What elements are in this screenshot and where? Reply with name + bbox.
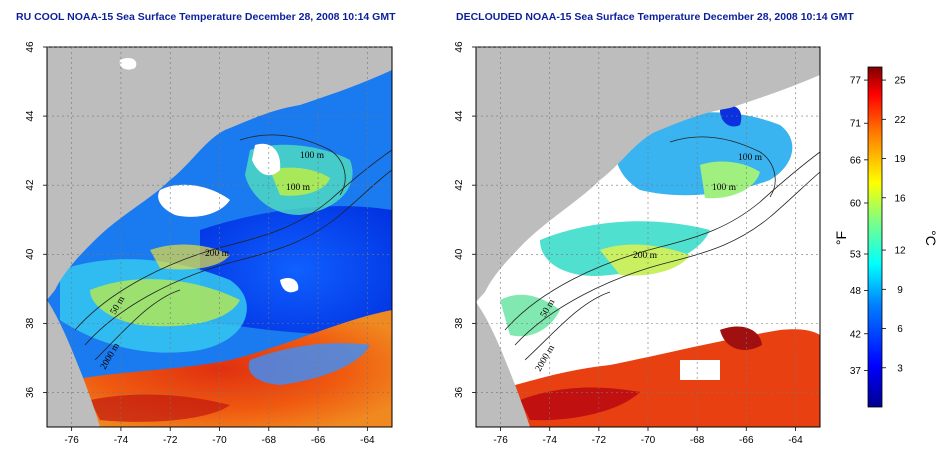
left-cloud-4 [280,278,299,293]
left-cloud-3 [119,57,137,70]
colorbar-c-tick-label: 12 [894,246,906,257]
right-xtick-label: -74 [542,435,557,446]
left-land-north [47,47,392,300]
left-xtick-label: -64 [360,435,375,446]
colorbar-c-tick-label: 25 [894,76,906,87]
right-xtick-label: -76 [493,435,508,446]
right-ytick-label: 42 [454,179,465,191]
grid-layer [47,46,820,427]
left-contour-label-100m-a: 100 m [300,151,325,161]
right-ytick-label: 36 [454,386,465,398]
left-cloud-2 [252,143,281,176]
colorbar-c-tick-label: 19 [894,154,906,165]
left-georges-bank-warm [270,167,330,196]
right-contour-100m [669,136,776,198]
right-contour-200m [504,151,820,331]
left-warm-core [90,394,230,422]
left-xtick-label: -76 [64,435,79,446]
colorbar-f-tick-label: 53 [850,250,862,261]
left-ytick-label: 44 [25,110,36,122]
right-shelf-yellow [600,244,690,276]
colorbar-f-tick-label: 66 [850,155,862,166]
left-gulf-stream-cool-band [200,206,392,335]
right-xtick-label: -66 [739,435,754,446]
right-ytick-label: 38 [454,317,465,329]
colorbar-f-tick-label: 37 [850,366,862,377]
left-land-south [47,300,100,427]
colorbar-ticks: 77 71 66 60 53 48 42 37 25 22 19 16 12 9 6 3 [850,76,906,377]
left-shelf-warm-patch [90,279,240,327]
colorbar [867,66,883,408]
right-xtick-label: -68 [690,435,705,446]
axis-layer: -76 -74 -72 -70 -68 -66 -64 36 38 40 42 44 46 -76 -74 -… [25,41,803,446]
right-ytick-label: 44 [454,110,465,122]
left-chart-title: RU COOL NOAA-15 Sea Surface Temperature … [16,11,396,23]
right-cold-patch [720,105,742,127]
right-ytick-label: 46 [454,41,465,53]
left-cloud-1 [158,184,230,217]
left-xtick-label: -72 [163,435,178,446]
left-cold-eddy [248,343,370,385]
right-ytick-label: 40 [454,248,465,260]
colorbar-f-tick-label: 48 [850,286,862,297]
colorbar-c-tick-label: 6 [897,324,903,335]
left-map [47,47,392,427]
left-contour-label-100m-b: 100 m [286,183,311,193]
right-georges-bank [700,161,760,199]
right-chart-title: DECLOUDED NOAA-15 Sea Surface Temperatur… [456,11,854,23]
colorbar-c-tick-label: 22 [894,115,906,126]
left-ytick-label: 40 [25,248,36,260]
left-xtick-label: -70 [212,435,227,446]
right-contour-label-200m: 200 m [633,251,658,261]
left-contour-100m [239,134,346,196]
right-contour-50m [524,291,611,361]
colorbar-f-tick-label: 60 [850,199,862,210]
colorbar-fahrenheit-label: °F [833,231,849,245]
left-xtick-label: -66 [311,435,326,446]
right-land-south [476,302,530,427]
colorbar-f-tick-label: 77 [850,76,862,87]
right-xtick-label: -70 [641,435,656,446]
colorbar-celsius-label: °C [923,230,939,246]
colorbar-c-tick-label: 9 [897,285,903,296]
left-contour-2000m [84,169,392,346]
right-contour-label-100m-b: 100 m [712,183,737,193]
right-warm-eddy [720,326,762,350]
right-xtick-label: -64 [788,435,803,446]
right-gap-1 [680,360,720,380]
left-contour-50m [94,289,181,361]
colorbar-f-tick-label: 71 [850,119,862,130]
left-ytick-label: 46 [25,41,36,53]
right-xtick-label: -72 [592,435,607,446]
right-shelf-south [500,294,560,337]
left-contour-200m [74,149,392,331]
right-contour-2000m [514,171,820,346]
right-contour-label-100m-a: 100 m [738,153,763,163]
colorbar-c-tick-label: 3 [897,363,903,374]
right-land-north [476,47,820,302]
colorbar-f-tick-label: 42 [850,329,862,340]
left-ytick-label: 38 [25,317,36,329]
left-ytick-label: 36 [25,386,36,398]
left-xtick-label: -74 [114,435,129,446]
left-ytick-label: 42 [25,179,36,191]
colorbar-c-tick-label: 16 [894,193,906,204]
left-xtick-label: -68 [262,435,277,446]
